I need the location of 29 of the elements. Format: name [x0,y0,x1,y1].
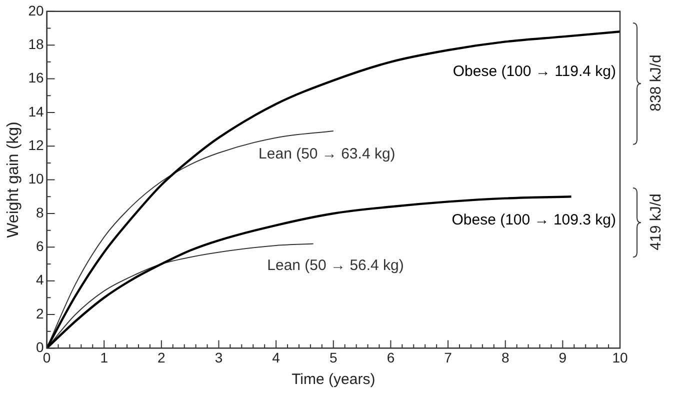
x-tick-label: 8 [501,349,510,366]
y-tick-label: 18 [28,36,44,52]
x-axis-title: Time (years) [292,371,376,388]
y-tick-label: 8 [36,204,44,220]
y-tick-label: 10 [28,170,44,187]
y-tick-label: 6 [36,238,44,254]
series-label: Lean (50 → 56.4 kg) [267,256,404,274]
series-label: Obese (100 → 119.4 kg) [452,63,616,80]
y-tick-label: 20 [28,2,44,18]
y-tick-label: 16 [28,70,44,86]
x-tick-label: 4 [272,349,280,366]
x-tick-label: 1 [100,349,108,366]
text: 838 kJ/d [648,54,664,112]
y-tick-label: 12 [28,136,44,153]
y-axis-title: Weight gain (kg) [5,122,22,238]
x-tick-label: 3 [214,349,223,366]
x-tick-label: 5 [329,349,338,366]
y-tick-label: 4 [36,272,44,288]
y-tick-label: 2 [36,305,44,322]
series-label: Lean (50 → 63.4 kg) [258,146,396,163]
x-tick-label: 10 [612,349,628,366]
x-tick-label: 7 [444,349,452,366]
series-label: Obese (100 → 109.3 kg) [452,211,616,228]
y-tick-label: 14 [28,103,44,120]
x-tick-label: 6 [386,349,395,366]
y-tick-label: 0 [36,339,44,356]
x-tick-label: 9 [558,349,567,366]
text: 419 kJ/d [648,194,664,251]
x-tick-label: 2 [158,349,166,366]
